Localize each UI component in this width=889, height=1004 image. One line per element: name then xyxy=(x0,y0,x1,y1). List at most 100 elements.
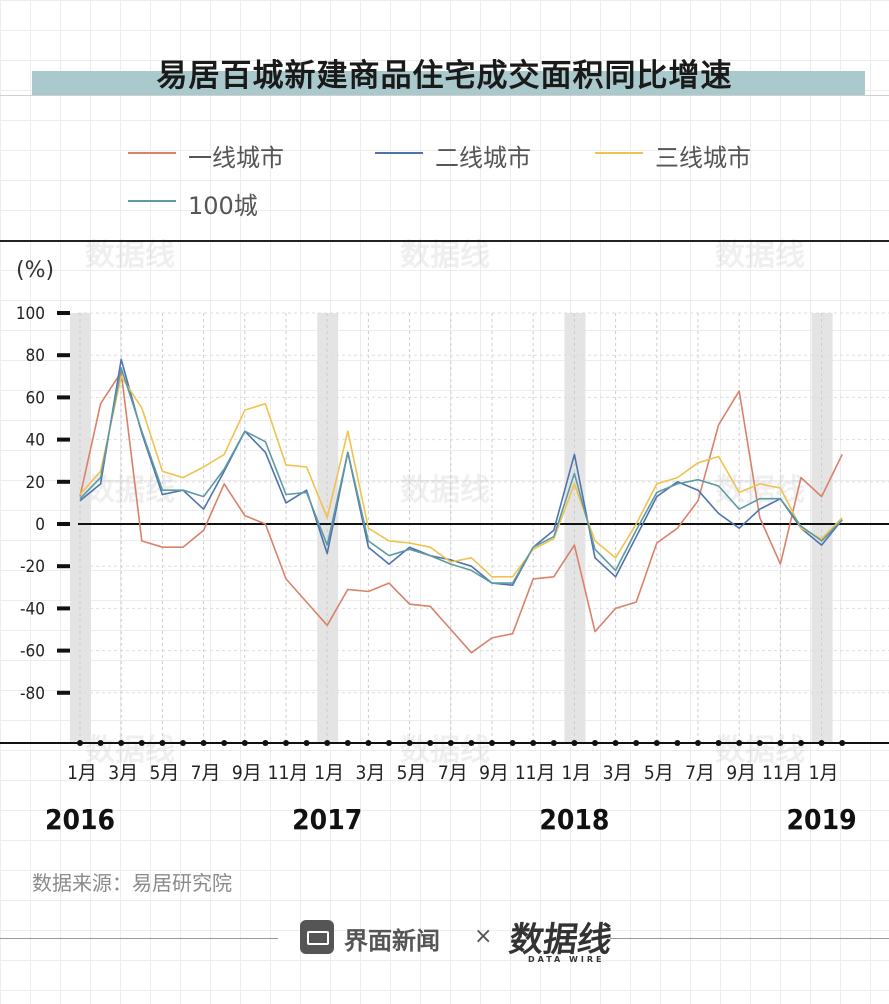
footer-rule-right xyxy=(610,938,889,939)
x-axis-dot xyxy=(756,740,763,746)
y-tick-label: -40 xyxy=(20,599,45,619)
x-axis-dot xyxy=(159,740,166,746)
legend-label-tier1: 一线城市 xyxy=(188,144,284,172)
x-tick-label: 11月 xyxy=(268,762,309,784)
x-tick-label: 9月 xyxy=(726,762,756,784)
x-tick-label: 7月 xyxy=(191,762,221,784)
watermark-8: 数据线 xyxy=(715,733,805,768)
year-label-2019: 2019 xyxy=(787,803,857,836)
x-tick-label: 1月 xyxy=(314,762,344,784)
x-axis-dot xyxy=(489,740,495,746)
chart-title: 易居百城新建商品住宅成交面积同比增速 xyxy=(156,58,733,94)
year-label-2017: 2017 xyxy=(292,803,362,836)
x-tick-label: 3月 xyxy=(355,762,385,784)
x-tick-label: 3月 xyxy=(108,762,138,784)
x-tick-label: 11月 xyxy=(515,762,556,784)
y-tick-label: 0 xyxy=(35,515,45,535)
x-axis-dot xyxy=(97,740,104,746)
series-line-city100 xyxy=(79,367,843,584)
x-tick-label: 5月 xyxy=(149,762,179,784)
x-axis-dot xyxy=(571,740,578,746)
x-axis-dot xyxy=(180,740,186,746)
watermark-7: 数据线 xyxy=(400,733,490,768)
watermark-2: 数据线 xyxy=(715,238,805,273)
legend-label-100city: 100城 xyxy=(188,192,258,220)
legend-swatch-100city xyxy=(128,200,176,202)
legend-swatch-tier3 xyxy=(595,152,643,154)
x-axis-dot xyxy=(447,740,454,746)
x-axis-dot xyxy=(344,740,351,746)
x-axis-dot xyxy=(653,740,660,746)
x-axis-dot xyxy=(303,740,310,746)
x-tick-label: 7月 xyxy=(438,762,468,784)
x-axis-dot xyxy=(118,740,125,746)
shaded-band-0 xyxy=(70,313,91,743)
x-axis-dot xyxy=(365,740,372,746)
x-axis-dot xyxy=(633,740,640,746)
watermark-1: 数据线 xyxy=(400,238,490,273)
datawire-logo: 数据线 xyxy=(506,920,615,960)
watermark-5: 数据线 xyxy=(715,473,805,508)
series-line-tier1 xyxy=(79,371,843,654)
x-axis-dot xyxy=(592,740,598,746)
x-axis-dot xyxy=(674,740,681,746)
x-tick-label: 3月 xyxy=(603,762,633,784)
x-axis-dot xyxy=(468,740,475,746)
x-tick-label: 1月 xyxy=(561,762,591,784)
y-tick-label: -80 xyxy=(20,684,45,704)
x-tick-label: 1月 xyxy=(809,762,839,784)
chart-top-rule xyxy=(0,240,889,242)
year-label-2016: 2016 xyxy=(45,803,115,836)
y-tick-label: 40 xyxy=(26,431,45,451)
x-tick-label: 9月 xyxy=(479,762,509,784)
y-tick-label: 60 xyxy=(26,388,45,408)
x-axis-dot xyxy=(324,740,331,746)
x-axis-dot xyxy=(262,740,269,746)
x-axis-dot xyxy=(138,740,145,746)
x-axis-dot xyxy=(798,740,804,746)
x-axis-dot xyxy=(77,740,83,746)
x-axis-dot xyxy=(241,740,248,746)
x-tick-label: 1月 xyxy=(67,762,97,784)
title-rule xyxy=(0,95,889,96)
x-axis-dot xyxy=(736,740,743,746)
y-unit-label: (%) xyxy=(16,258,55,283)
x-axis-dot xyxy=(550,740,557,746)
x-axis-dot xyxy=(715,740,722,746)
shaded-band-24 xyxy=(564,313,586,743)
series-line-tier3 xyxy=(79,375,843,578)
source-note: 数据来源：易居研究院 xyxy=(32,871,232,895)
shaded-band-12 xyxy=(317,313,339,743)
x-tick-label: 5月 xyxy=(397,762,427,784)
x-axis-dot xyxy=(530,740,537,746)
legend-swatch-tier2 xyxy=(375,152,423,154)
x-axis-dot xyxy=(695,740,701,746)
x-axis-dot xyxy=(221,740,228,746)
legend-swatch-tier1 xyxy=(128,152,176,154)
legend-label-tier2: 二线城市 xyxy=(435,144,531,172)
x-axis-dot xyxy=(839,740,846,746)
watermark-4: 数据线 xyxy=(400,473,490,508)
y-tick-label: 100 xyxy=(16,304,45,324)
jiemian-name: 界面新闻 xyxy=(344,927,440,955)
shaded-band-36 xyxy=(811,313,833,743)
watermark-6: 数据线 xyxy=(85,733,175,768)
title-bar xyxy=(32,71,865,95)
x-axis-dot xyxy=(200,740,207,746)
x-axis-dot xyxy=(406,740,413,746)
x-axis-dot xyxy=(509,740,516,746)
y-tick-label: 20 xyxy=(26,473,45,493)
x-axis-dot xyxy=(427,740,434,746)
x-tick-label: 9月 xyxy=(232,762,262,784)
footer-rule-left xyxy=(0,938,278,939)
watermark-0: 数据线 xyxy=(85,238,175,273)
times-sign: × xyxy=(474,924,493,949)
x-tick-label: 11月 xyxy=(762,762,803,784)
y-tick-label: -60 xyxy=(20,642,45,662)
series-line-tier2 xyxy=(79,358,843,587)
x-axis-dot xyxy=(777,740,784,746)
x-axis-dot xyxy=(612,740,619,746)
x-axis-dot xyxy=(283,740,289,746)
jiemian-icon xyxy=(300,920,334,954)
